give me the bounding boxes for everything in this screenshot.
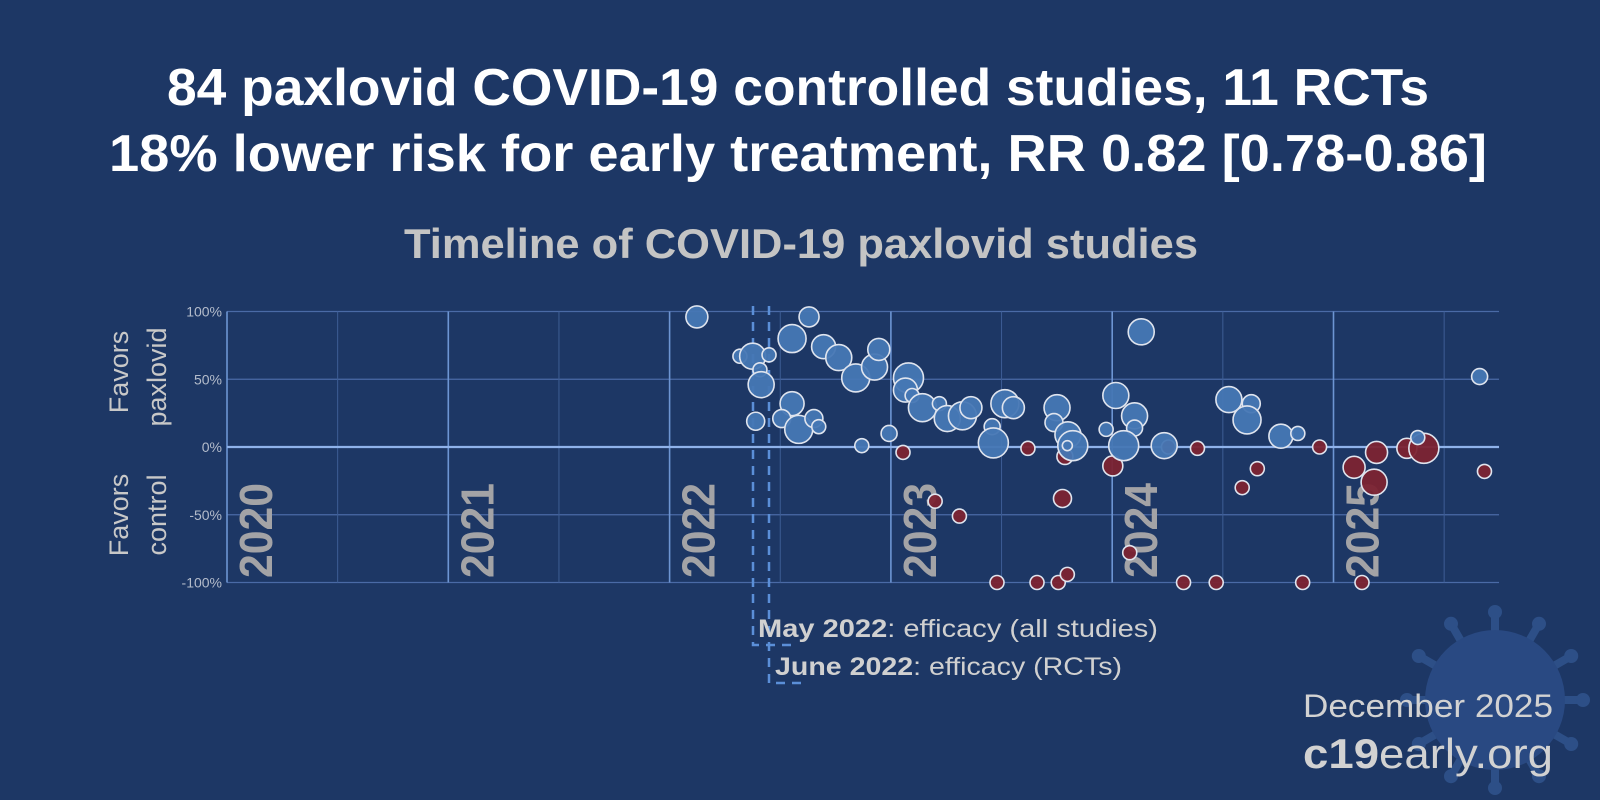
study-point[interactable]: [977, 427, 1010, 459]
y-label-lower-line2: control: [142, 474, 172, 555]
y-tick-label: -50%: [189, 507, 222, 523]
study-point[interactable]: [1098, 421, 1114, 438]
study-point[interactable]: [1294, 574, 1311, 591]
study-point[interactable]: [1476, 463, 1493, 480]
y-tick-label: -100%: [182, 575, 222, 591]
year-label-2021: 2021: [451, 483, 503, 578]
study-point[interactable]: [853, 437, 870, 454]
y-axis-ticks: 100% 50% 0% -50% -100%: [182, 304, 222, 591]
study-point[interactable]: [1342, 455, 1366, 480]
study-point[interactable]: [1311, 439, 1328, 455]
study-point[interactable]: [1234, 479, 1250, 496]
study-point[interactable]: [777, 323, 807, 354]
year-label-2024: 2024: [1115, 483, 1167, 578]
y-label-upper-line1: Favors: [104, 331, 134, 414]
y-label-lower-line1: Favors: [104, 474, 134, 557]
y-tick-label: 100%: [186, 304, 222, 320]
study-point[interactable]: [779, 390, 805, 417]
study-point[interactable]: [1020, 440, 1036, 457]
study-point[interactable]: [1150, 431, 1178, 460]
study-point[interactable]: [907, 392, 938, 423]
year-label-2025: 2025: [1337, 483, 1389, 578]
y-tick-label: 0%: [202, 439, 222, 455]
chart-title: Timeline of COVID-19 paxlovid studies: [404, 220, 1198, 267]
study-point[interactable]: [1249, 460, 1266, 477]
study-point[interactable]: [798, 306, 820, 328]
study-point[interactable]: [1059, 566, 1076, 583]
title-line-1: 84 paxlovid COVID-19 controlled studies,…: [167, 59, 1429, 117]
study-point[interactable]: [1001, 395, 1026, 420]
study-point[interactable]: [959, 395, 983, 420]
study-point[interactable]: [1189, 440, 1206, 457]
study-point[interactable]: [989, 574, 1005, 591]
annotation-may-2022: May 2022: efficacy (all studies): [758, 615, 1158, 643]
study-point[interactable]: [1175, 574, 1192, 591]
x-axis-year-labels: 2020 2021 2022 2023 2024 2025: [230, 483, 1389, 578]
study-point[interactable]: [927, 493, 943, 510]
study-point[interactable]: [1364, 440, 1389, 465]
year-label-2022: 2022: [673, 483, 725, 578]
study-point[interactable]: [951, 508, 968, 524]
study-point[interactable]: [1268, 423, 1294, 449]
y-tick-label: 50%: [194, 371, 222, 387]
study-point[interactable]: [1121, 544, 1138, 561]
study-point[interactable]: [824, 343, 853, 372]
study-point[interactable]: [1029, 574, 1045, 591]
y-label-favors-control: Favors control: [104, 474, 172, 557]
y-label-upper-line2: paxlovid: [142, 327, 172, 426]
footer-site-link[interactable]: c19 early.org: [1303, 730, 1553, 777]
study-point[interactable]: [761, 347, 777, 363]
study-point[interactable]: [1127, 318, 1156, 346]
virus-icon: [1400, 605, 1590, 795]
study-point[interactable]: [1354, 574, 1370, 591]
study-point[interactable]: [1052, 488, 1073, 509]
y-label-favors-paxlovid: Favors paxlovid: [104, 327, 172, 426]
study-point[interactable]: [1409, 429, 1426, 446]
study-point[interactable]: [866, 337, 891, 362]
study-point[interactable]: [1208, 574, 1224, 591]
study-point[interactable]: [1107, 429, 1140, 462]
study-point[interactable]: [880, 424, 898, 443]
study-point[interactable]: [1290, 425, 1306, 442]
study-point[interactable]: [1102, 381, 1130, 410]
study-point[interactable]: [745, 411, 766, 432]
study-points: [685, 305, 1493, 591]
annotation-june-2022: June 2022: efficacy (RCTs): [775, 653, 1122, 681]
june-2022-marker-line: [767, 306, 808, 685]
title-line-2: 18% lower risk for early treatment, RR 0…: [109, 125, 1487, 183]
study-point[interactable]: [1470, 367, 1489, 386]
year-label-2020: 2020: [230, 483, 282, 578]
study-point[interactable]: [685, 305, 709, 329]
study-point[interactable]: [1232, 405, 1262, 435]
study-point[interactable]: [747, 370, 775, 399]
study-point[interactable]: [1061, 439, 1074, 452]
study-point[interactable]: [810, 418, 827, 435]
study-point[interactable]: [895, 444, 911, 461]
study-point[interactable]: [1215, 385, 1243, 414]
study-point[interactable]: [1360, 468, 1388, 497]
footer-date: December 2025: [1303, 688, 1553, 724]
